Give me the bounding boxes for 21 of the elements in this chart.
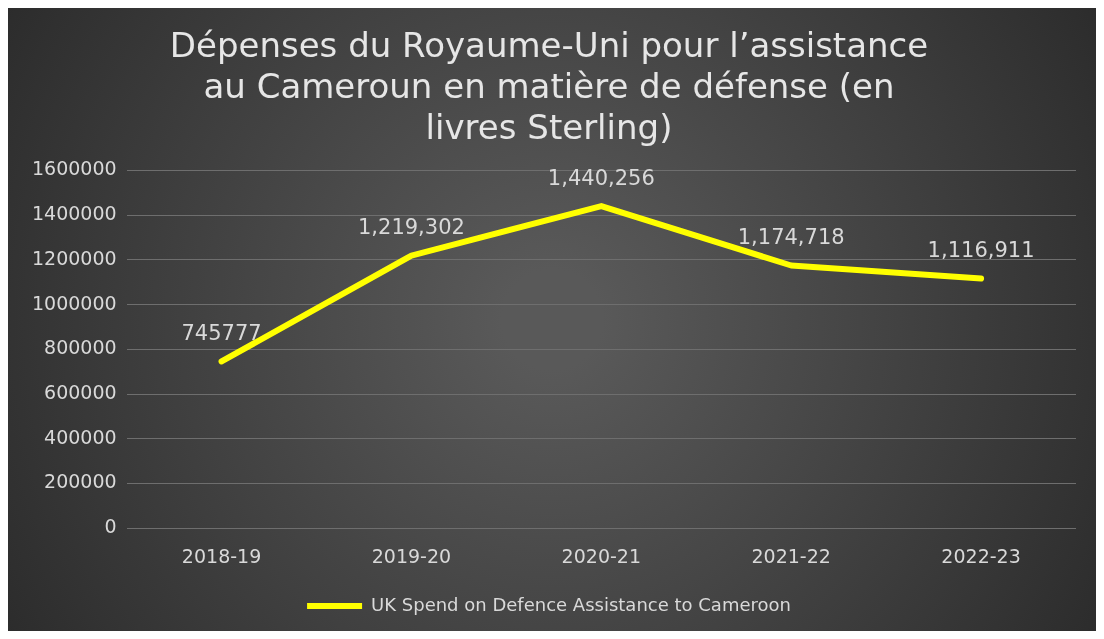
x-tick-label: 2019-20 — [371, 544, 452, 567]
data-label: 1,174,718 — [737, 225, 845, 250]
data-label: 1,116,911 — [927, 238, 1035, 263]
x-tick-label: 2020-21 — [561, 544, 641, 567]
y-tick-label: 600000 — [44, 380, 117, 403]
y-tick-label: 1600000 — [31, 157, 117, 180]
y-tick-label: 400000 — [44, 425, 117, 448]
x-tick-label: 2021-22 — [751, 544, 831, 567]
x-tick-label: 2022-23 — [941, 544, 1021, 567]
data-label: 745777 — [181, 321, 262, 346]
chart-title: Dépenses du Royaume-Uni pour l’assistance au Cameroun en matière de défense (en livres Sterling) — [169, 25, 929, 147]
data-label: 1,219,302 — [357, 215, 465, 240]
data-label: 1,440,256 — [547, 166, 655, 191]
x-tick-label: 2018-19 — [181, 544, 262, 567]
y-tick-label: 1000000 — [31, 291, 117, 314]
y-tick-label: 800000 — [44, 336, 117, 359]
legend-label: UK Spend on Defence Assistance to Cameroon — [371, 593, 791, 615]
y-tick-label: 200000 — [44, 470, 117, 493]
y-tick-label: 1200000 — [31, 246, 117, 269]
y-tick-label: 0 — [104, 515, 117, 538]
y-tick-label: 1400000 — [31, 202, 117, 225]
